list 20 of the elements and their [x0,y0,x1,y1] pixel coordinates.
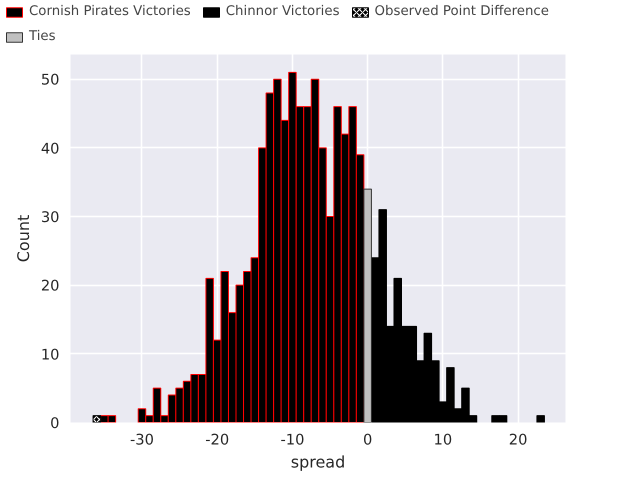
y-tick-label: 20 [40,278,60,295]
x-tick-label: -20 [205,432,230,448]
y-tick-label: 0 [50,415,60,432]
y-tick-label: 10 [40,346,60,364]
legend-label: Ties [29,29,56,44]
x-tick-label: 0 [362,432,372,448]
x-tick-label: -10 [280,432,304,448]
y-tick-label: 50 [40,72,60,89]
legend-label: Chinnor Victories [226,4,340,19]
legend-label: Observed Point Difference [374,4,549,19]
x-tick-label: -30 [130,432,154,448]
bar [536,415,545,422]
x-tick-label: 20 [508,432,528,448]
bar [363,188,372,422]
x-tick-label: 10 [434,432,452,448]
y-axis-title: Count [14,214,33,262]
x-axis-title: spread [290,452,346,472]
y-tick-label: 40 [40,140,60,158]
legend-label: Cornish Pirates Victories [29,4,191,19]
y-tick-label: 30 [40,209,60,226]
